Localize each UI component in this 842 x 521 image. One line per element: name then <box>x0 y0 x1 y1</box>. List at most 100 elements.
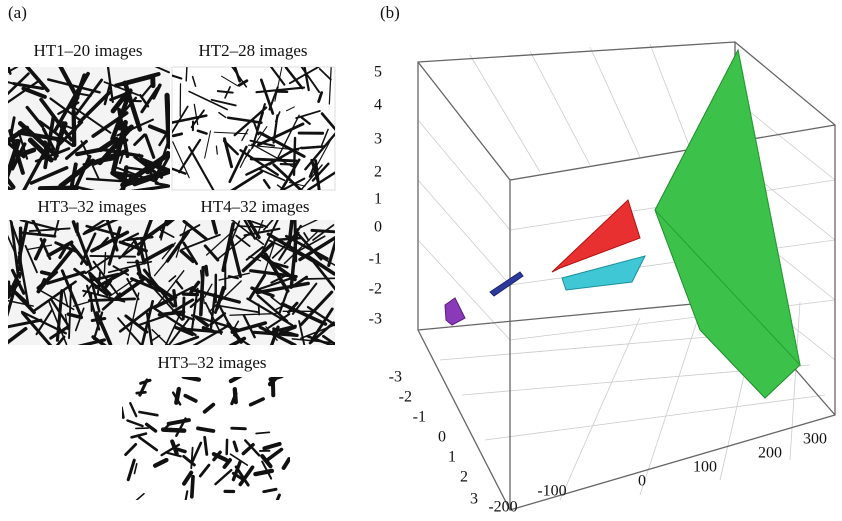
texture-line <box>68 241 89 266</box>
texture-line <box>183 393 198 403</box>
texture-line <box>147 124 168 135</box>
texture-line <box>176 312 195 321</box>
texture-line <box>122 80 143 132</box>
y-tick-label: -2 <box>399 389 412 406</box>
texture-line <box>291 338 335 344</box>
y-tick-label: -3 <box>389 369 402 386</box>
texture-line <box>21 86 47 99</box>
texture-line <box>213 131 248 135</box>
texture-line <box>80 140 100 181</box>
texture-line <box>55 147 71 155</box>
texture-line <box>188 146 215 190</box>
texture-line <box>251 111 264 149</box>
texture-line <box>216 230 253 261</box>
texture-line <box>172 141 190 179</box>
texture-line <box>121 237 138 256</box>
texture-line <box>322 334 335 345</box>
texture-line <box>262 487 278 494</box>
texture-line <box>63 289 69 308</box>
texture-line <box>226 116 263 124</box>
texture-line <box>251 220 269 228</box>
texture-group <box>122 377 290 500</box>
texture-line <box>231 460 242 482</box>
texture-line <box>214 304 259 313</box>
texture-line <box>201 326 215 333</box>
texture-line <box>190 446 194 470</box>
texture-line <box>248 397 265 407</box>
texture-line <box>221 75 239 87</box>
texture-line <box>320 112 335 131</box>
texture-line <box>136 220 153 256</box>
texture-line <box>65 139 88 160</box>
texture-line <box>306 305 335 327</box>
texture-line <box>101 279 113 292</box>
texture-line <box>8 326 28 345</box>
texture-line <box>246 220 261 240</box>
texture-line <box>272 163 303 190</box>
texture-line <box>299 115 311 125</box>
texture-line <box>124 314 149 334</box>
texture-line <box>53 121 66 161</box>
texture-line <box>298 320 306 345</box>
texture-line <box>45 270 86 285</box>
texture-line <box>310 228 335 234</box>
texture-line <box>138 436 159 452</box>
texture-line <box>8 185 14 190</box>
texture-line <box>255 431 271 435</box>
texture-line <box>212 450 222 462</box>
texture-line <box>154 67 170 74</box>
caption: HT4–32 images <box>200 197 309 216</box>
texture-line <box>154 182 169 187</box>
texture-line <box>85 224 124 238</box>
texture-line <box>8 72 30 96</box>
texture-line <box>311 162 330 182</box>
texture-line <box>8 234 18 258</box>
texture-line <box>166 418 191 426</box>
texture-line <box>53 220 60 238</box>
texture-line <box>39 237 52 260</box>
texture-line <box>202 402 216 414</box>
texture-line <box>259 220 279 257</box>
hull-edge <box>654 49 801 367</box>
texture-line <box>71 184 96 190</box>
z-tick-label: 3 <box>374 131 382 148</box>
texture-line <box>185 67 188 82</box>
caption: HT3–32 images <box>37 197 146 216</box>
texture-line <box>181 377 202 382</box>
texture-line <box>89 255 137 258</box>
texture-line <box>245 156 283 176</box>
texture-line <box>232 387 238 405</box>
texture-line <box>281 457 290 470</box>
texture-line <box>18 268 24 279</box>
texture-line <box>71 73 87 110</box>
texture-line <box>270 296 284 308</box>
texture-line <box>327 238 335 268</box>
texture-line <box>283 231 318 265</box>
texture-line <box>138 410 159 417</box>
texture-line <box>31 220 41 235</box>
texture-line <box>308 163 316 178</box>
texture-line <box>195 315 210 328</box>
texture-line <box>241 241 275 273</box>
texture-line <box>87 297 136 302</box>
texture-line <box>120 165 129 190</box>
texture-line <box>49 324 71 340</box>
texture-line <box>310 158 321 185</box>
texture-line <box>133 133 146 147</box>
texture-line <box>26 244 53 251</box>
y-tick-label: 1 <box>448 449 456 466</box>
texture-line <box>151 329 169 345</box>
texture-line <box>300 145 325 150</box>
texture-line <box>245 245 264 261</box>
panel-label: (a) <box>8 3 27 22</box>
texture-line <box>138 94 150 108</box>
texture-line <box>171 391 182 406</box>
texture-line <box>39 270 52 277</box>
texture-line <box>38 289 75 311</box>
texture-line <box>239 149 250 168</box>
y-tick-label: 2 <box>460 469 468 486</box>
texture-line <box>295 110 321 120</box>
texture-line <box>39 97 74 142</box>
texture-line <box>196 426 216 433</box>
texture-line <box>184 490 189 500</box>
